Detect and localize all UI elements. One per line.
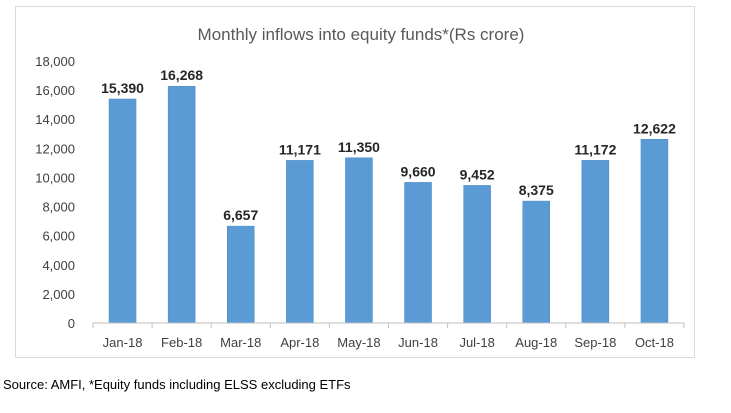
bar-chart: Monthly inflows into equity funds*(Rs cr… (35, 25, 685, 350)
bar (640, 139, 669, 324)
y-tick-label: 16,000 (35, 83, 75, 98)
y-tick-label: 10,000 (35, 170, 75, 185)
x-tick-label: Aug-18 (515, 335, 557, 350)
x-tick-label: May-18 (337, 335, 380, 350)
y-tick-label: 4,000 (42, 258, 75, 273)
x-tick-label: Apr-18 (280, 335, 319, 350)
value-labels: 15,390 16,268 6,657 11,171 11,350 9,660 9,452 8… (101, 67, 676, 223)
bar-value-label: 11,350 (338, 139, 380, 155)
x-tick-label: Jan-18 (103, 335, 143, 350)
chart-title: Monthly inflows into equity funds*(Rs cr… (198, 25, 525, 44)
bar-value-label: 12,622 (633, 120, 676, 136)
bar-value-label: 11,172 (574, 141, 616, 157)
bar-value-label: 16,268 (160, 67, 203, 83)
bar-value-label: 15,390 (101, 80, 144, 96)
y-tick-label: 0 (68, 316, 75, 331)
y-axis-labels: 0 2,000 4,000 6,000 8,000 10,000 12,000 14,000 1… (35, 54, 75, 331)
x-axis: Jan-18 Feb-18 Mar-18 Apr-18 May-18 Jun-18 Jul-… (92, 322, 685, 350)
y-tick-label: 14,000 (35, 112, 75, 127)
bar (108, 98, 137, 324)
x-tick-label: Oct-18 (635, 335, 674, 350)
bar-value-label: 6,657 (223, 207, 258, 223)
y-tick-label: 2,000 (42, 287, 75, 302)
y-tick-label: 18,000 (35, 54, 75, 69)
bar (463, 185, 491, 324)
bar (286, 160, 314, 324)
bar-value-label: 8,375 (519, 182, 554, 198)
y-tick-label: 6,000 (42, 229, 75, 244)
y-tick-label: 8,000 (42, 200, 75, 215)
bar (581, 160, 610, 324)
bar (345, 157, 373, 324)
bar (167, 85, 196, 324)
x-tick-label: Sep-18 (574, 335, 616, 350)
bar-value-label: 11,171 (279, 141, 321, 157)
x-tick-label: Mar-18 (220, 335, 261, 350)
y-tick-label: 12,000 (35, 141, 75, 156)
source-note: Source: AMFI, *Equity funds including EL… (3, 377, 351, 392)
bars (108, 85, 669, 324)
x-tick-label: Jun-18 (398, 335, 438, 350)
x-tick-label: Feb-18 (161, 335, 202, 350)
bar (404, 182, 432, 324)
x-tick-label: Jul-18 (459, 335, 494, 350)
bar-value-label: 9,660 (401, 163, 436, 179)
chart-area: Monthly inflows into equity funds*(Rs cr… (15, 6, 695, 358)
bar (522, 200, 550, 324)
bar (227, 225, 255, 324)
bar-value-label: 9,452 (460, 166, 495, 182)
